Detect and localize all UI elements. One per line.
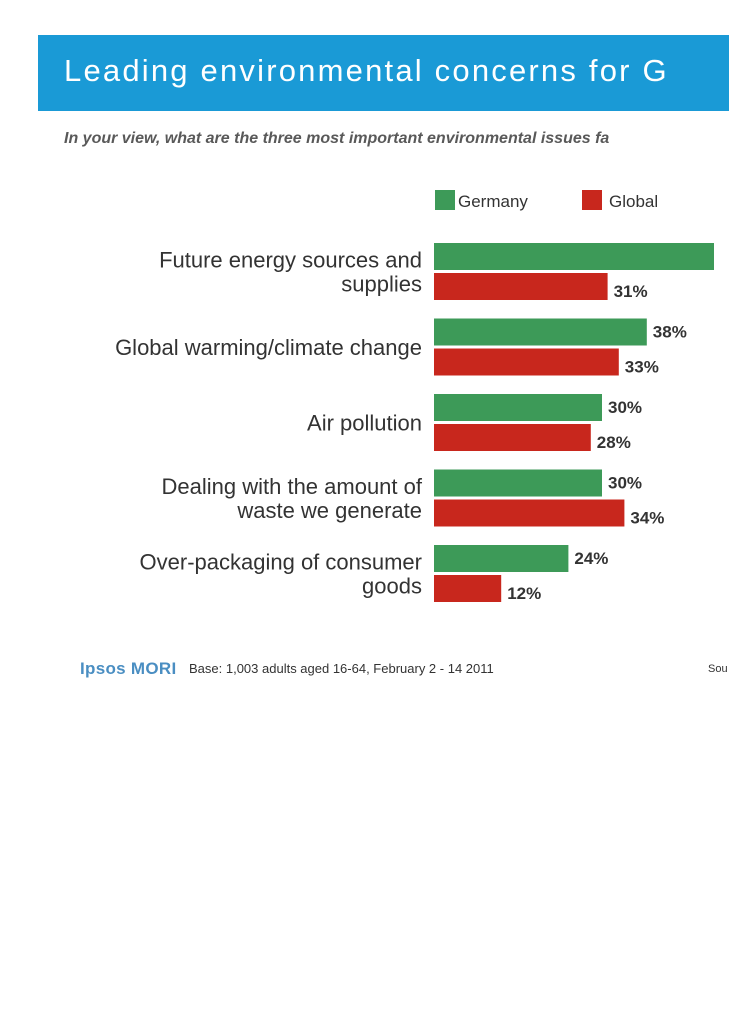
data-label-germany: 30%	[608, 474, 642, 493]
data-label-germany: 24%	[574, 549, 608, 568]
data-label-germany: 30%	[608, 398, 642, 417]
base-note: Base: 1,003 adults aged 16-64, February …	[189, 661, 494, 676]
bar-global	[434, 575, 502, 602]
bar-germany	[434, 243, 714, 270]
category-label: waste we generate	[236, 498, 422, 523]
category-label: Over-packaging of consumer	[140, 550, 422, 575]
category-label: Future energy sources and	[159, 248, 422, 273]
ipsos-mori-logo: Ipsos MORI	[80, 659, 177, 678]
bar-global	[434, 348, 619, 376]
bar-germany	[434, 318, 647, 346]
legend-label-global: Global	[609, 192, 658, 211]
bar-global	[434, 499, 625, 527]
category-label: Dealing with the amount of	[162, 474, 423, 499]
source-note: Sou	[708, 663, 728, 675]
data-label-global: 31%	[614, 282, 648, 301]
legend-label-germany: Germany	[458, 192, 528, 211]
data-label-global: 28%	[597, 433, 631, 452]
data-label-germany: 38%	[653, 323, 687, 342]
category-label: Air pollution	[307, 411, 422, 436]
legend-swatch-germany	[435, 190, 455, 210]
legend-swatch-global	[582, 190, 602, 210]
title-banner: Leading environmental concerns for G	[38, 35, 729, 111]
data-label-global: 34%	[630, 509, 664, 528]
survey-question: In your view, what are the three most im…	[64, 130, 610, 147]
data-label-global: 33%	[625, 358, 659, 377]
data-label-global: 12%	[507, 584, 541, 603]
bar-germany	[434, 469, 602, 497]
category-label: goods	[362, 574, 422, 599]
bar-germany	[434, 545, 569, 572]
category-label: supplies	[341, 272, 422, 297]
category-label: Global warming/climate change	[115, 335, 422, 360]
chart-legend: Germany Global	[435, 190, 658, 211]
chart-title: Leading environmental concerns for G	[64, 53, 669, 88]
bar-germany	[434, 394, 602, 421]
bar-global	[434, 424, 591, 451]
bar-chart: Germany Global Future energy sources and…	[115, 190, 714, 603]
bar-global	[434, 273, 608, 300]
